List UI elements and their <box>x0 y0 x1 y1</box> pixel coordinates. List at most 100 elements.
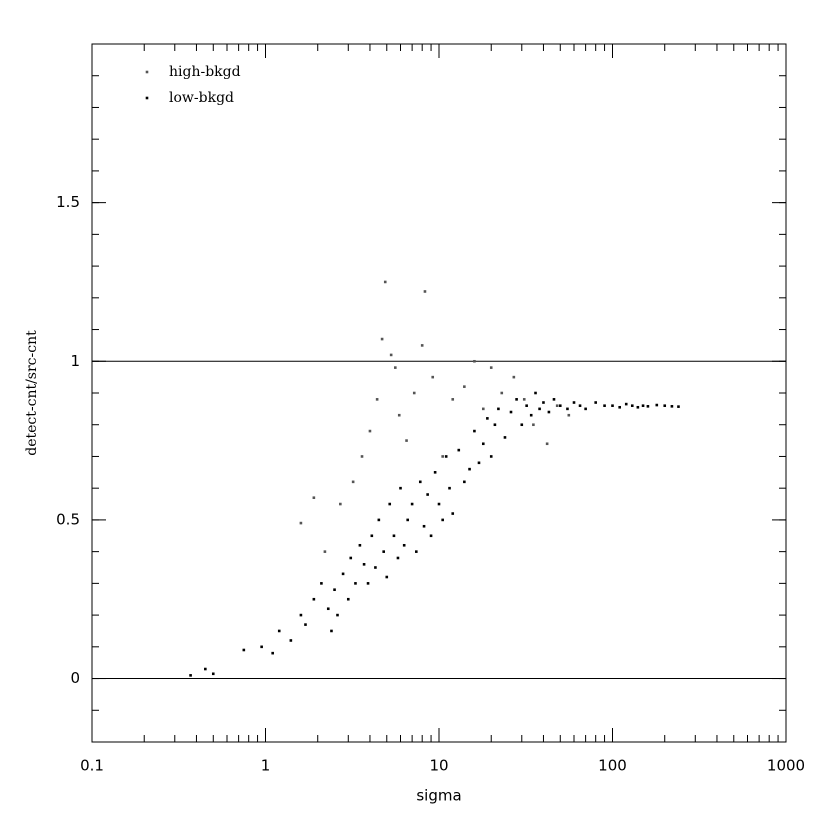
data-point <box>336 613 339 617</box>
data-point <box>399 486 402 490</box>
data-point <box>468 467 471 471</box>
y-tick-label: 0 <box>70 669 80 687</box>
data-point <box>383 280 387 284</box>
legend-label: high-bkgd <box>169 64 241 80</box>
data-point <box>312 496 316 499</box>
data-point <box>500 391 504 395</box>
data-point <box>670 405 674 408</box>
data-point <box>489 366 493 369</box>
x-tick-label: 10 <box>429 757 448 775</box>
data-point <box>374 566 377 569</box>
data-point <box>370 534 374 538</box>
data-point <box>289 639 293 642</box>
data-point <box>397 413 401 417</box>
data-point <box>368 429 372 433</box>
plot-frame <box>91 43 787 743</box>
data-point <box>362 563 366 566</box>
data-point <box>242 648 246 652</box>
data-point <box>545 442 549 446</box>
data-point <box>418 480 422 484</box>
data-point <box>566 407 569 411</box>
data-point <box>299 521 303 525</box>
data-point <box>339 502 342 506</box>
data-point <box>389 353 393 357</box>
data-point <box>211 672 215 676</box>
y-tick-label: 1.5 <box>56 193 80 211</box>
data-point <box>420 344 424 347</box>
data-point <box>323 550 327 553</box>
data-point <box>354 582 357 585</box>
x-axis-label: sigma <box>416 787 461 805</box>
data-point <box>636 405 640 409</box>
data-point <box>655 403 659 407</box>
data-point <box>375 398 379 401</box>
data-point <box>522 398 526 401</box>
data-point <box>542 401 545 404</box>
data-point <box>341 572 345 576</box>
x-tick-label: 1 <box>261 757 271 775</box>
data-point <box>525 404 528 407</box>
data-point <box>320 582 323 585</box>
data-point <box>377 518 381 522</box>
data-point <box>437 502 441 506</box>
data-point <box>312 597 316 601</box>
x-tick-label: 100 <box>598 757 627 775</box>
data-point <box>349 556 353 560</box>
data-point <box>529 413 533 417</box>
x-tick-label: 0.1 <box>80 757 104 775</box>
data-point <box>405 439 408 442</box>
data-point <box>204 667 207 671</box>
data-point <box>406 518 409 522</box>
data-point <box>618 405 621 409</box>
data-point <box>330 629 333 633</box>
data-point <box>552 398 556 401</box>
y-axis-label: detect-cnt/src-cnt <box>24 330 40 456</box>
data-point <box>189 674 192 677</box>
data-point <box>388 502 392 506</box>
data-point <box>429 534 433 538</box>
data-point <box>611 404 614 407</box>
data-point <box>360 455 364 458</box>
data-point <box>603 404 606 407</box>
data-point <box>489 455 493 458</box>
data-point <box>422 524 426 528</box>
data-point <box>402 543 406 547</box>
data-point <box>423 290 427 293</box>
data-point <box>473 429 476 433</box>
data-point <box>299 613 303 617</box>
data-point <box>441 518 444 522</box>
data-point <box>663 404 667 407</box>
data-point <box>555 404 559 407</box>
data-point <box>415 550 418 553</box>
data-point <box>346 597 350 601</box>
data-point <box>481 442 485 446</box>
data-point <box>271 651 274 655</box>
data-point <box>584 407 587 411</box>
x-tick-label: 1000 <box>767 757 805 775</box>
data-point <box>515 398 518 401</box>
data-point <box>448 486 451 490</box>
data-point <box>457 448 461 452</box>
data-point <box>431 375 435 379</box>
data-point <box>396 556 400 560</box>
data-point <box>394 366 397 369</box>
data-point <box>520 423 524 427</box>
data-point <box>326 607 330 611</box>
data-point <box>512 375 516 379</box>
data-point <box>677 405 680 408</box>
data-point <box>277 629 281 633</box>
data-point <box>538 407 541 411</box>
data-point <box>412 391 416 395</box>
data-point <box>630 404 634 407</box>
data-point <box>366 582 370 585</box>
data-point <box>547 410 551 414</box>
data-point <box>493 423 497 427</box>
data-point <box>572 401 576 404</box>
data-point <box>509 410 513 414</box>
data-point <box>578 404 582 407</box>
data-point <box>426 493 429 496</box>
data-point <box>358 543 362 547</box>
data-point <box>646 405 650 408</box>
data-point <box>624 402 628 406</box>
